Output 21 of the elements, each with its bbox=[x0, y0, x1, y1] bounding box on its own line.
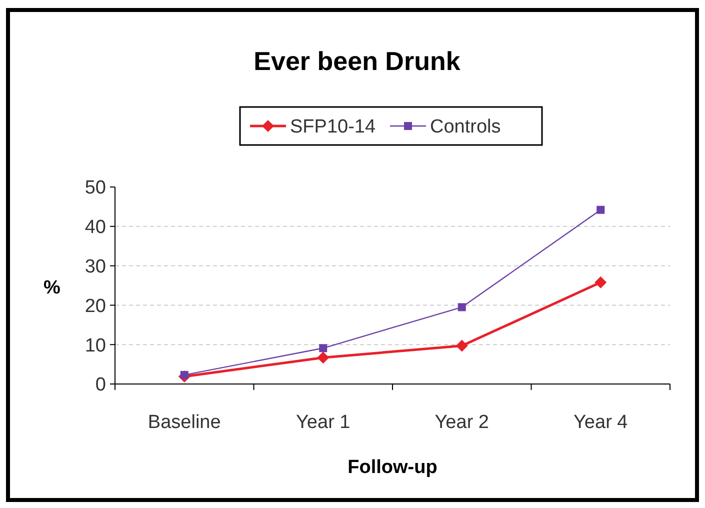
y-tick-label: 0 bbox=[95, 374, 106, 396]
point bbox=[594, 276, 607, 288]
x-tick-label: Year 4 bbox=[574, 412, 628, 433]
y-tick-label: 30 bbox=[84, 256, 106, 278]
chart-title: Ever been Drunk bbox=[254, 46, 461, 76]
point bbox=[319, 344, 328, 352]
y-axis-title: % bbox=[44, 278, 61, 298]
x-tick-label: Year 1 bbox=[296, 412, 350, 433]
y-tick-label: 20 bbox=[84, 296, 106, 317]
x-tick-label: Year 2 bbox=[434, 412, 489, 433]
point bbox=[456, 340, 468, 352]
x-axis-title: Follow-up bbox=[348, 457, 438, 478]
x-tick-label: Baseline bbox=[148, 412, 221, 433]
y-tick-label: 50 bbox=[84, 178, 106, 199]
point bbox=[317, 352, 330, 364]
y-tick-label: 10 bbox=[84, 335, 106, 356]
y-tick-label: 40 bbox=[84, 217, 106, 238]
legend-label: SFP10-14 bbox=[290, 116, 376, 138]
legend-label: Controls bbox=[430, 116, 501, 138]
point bbox=[458, 303, 466, 312]
point bbox=[596, 206, 605, 214]
